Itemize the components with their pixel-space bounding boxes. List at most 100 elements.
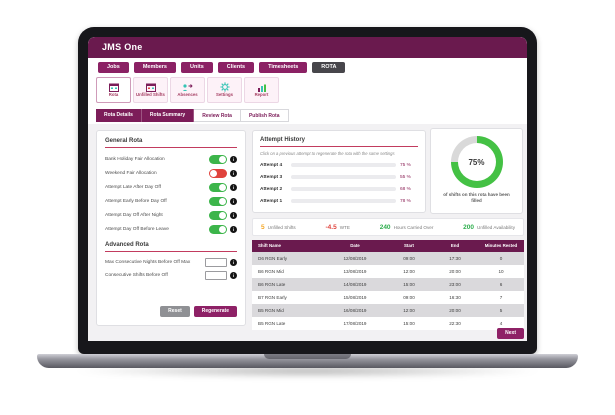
cell-date: 14/08/2019 xyxy=(343,282,367,287)
attempt-bar-track xyxy=(291,187,396,191)
stat-unfilled-availability: 200 Unfilled Availability xyxy=(463,224,515,231)
subnav-rota[interactable]: Rota xyxy=(96,77,131,103)
stat-label: Unfilled Shifts xyxy=(267,224,296,230)
info-icon[interactable]: i xyxy=(230,169,237,177)
nav-jobs[interactable]: Jobs xyxy=(98,62,129,73)
cell-date: 12/08/2019 xyxy=(343,256,367,261)
table-row[interactable]: B5 RGN Late 17/08/2019 15:00 22:30 4 xyxy=(252,317,524,330)
nav-members[interactable]: Members xyxy=(133,62,176,73)
cell-date: 17/08/2019 xyxy=(343,321,367,326)
toggle-row-late-after-day-off: Attempt Late After Day Off i xyxy=(105,180,237,194)
subnav-unfilled-shifts[interactable]: Unfilled Shifts xyxy=(133,77,168,103)
info-icon[interactable]: i xyxy=(230,197,237,205)
tab-rota-summary[interactable]: Rota Summary xyxy=(141,109,195,122)
stat-value: -4.5 xyxy=(325,223,337,231)
field-row-max-consecutive-nights: Max Consecutive Nights Before Off Max i xyxy=(105,256,237,269)
toggle-knob xyxy=(219,155,226,163)
table-row[interactable]: B6 RGN Late 14/08/2019 15:00 23:00 6 xyxy=(252,278,524,291)
weekend-toggle[interactable] xyxy=(209,168,227,178)
subnav-absences[interactable]: Absences xyxy=(170,77,205,103)
nav-clients[interactable]: Clients xyxy=(217,62,255,73)
info-icon[interactable]: i xyxy=(230,183,237,191)
attempt-bar-track xyxy=(291,175,396,179)
cell-minutes-rested: 10 xyxy=(498,269,504,274)
next-button[interactable]: Next xyxy=(497,328,524,339)
attempt-1-row[interactable]: Attempt 1 78 % xyxy=(260,195,418,207)
toggle-row-early-before-day-off: Attempt Early Before Day Off i xyxy=(105,194,237,208)
attempt-label: Attempt 3 xyxy=(260,174,283,180)
col-date: Date xyxy=(350,243,360,248)
unfilled-shifts-icon xyxy=(145,83,156,92)
cell-end: 22:30 xyxy=(449,321,461,326)
stat-value: 240 xyxy=(379,223,391,231)
info-icon[interactable]: i xyxy=(230,155,237,163)
info-icon[interactable]: i xyxy=(230,225,237,233)
cell-date: 15/08/2019 xyxy=(343,295,367,300)
cell-minutes-rested: 0 xyxy=(499,256,503,261)
col-start: Start xyxy=(403,243,414,248)
info-icon[interactable]: i xyxy=(230,272,237,279)
app-header: JMS One xyxy=(88,37,527,58)
subnav-report-label: Report xyxy=(254,91,269,97)
stat-hours-carried-over: 240 Hours Carried Over xyxy=(380,224,434,231)
attempt-bar-track xyxy=(291,199,396,203)
cell-shift-name: D6 RGN Early xyxy=(258,256,288,261)
subnav-rota-label: Rota xyxy=(108,91,119,97)
attempt-2-row[interactable]: Attempt 2 68 % xyxy=(260,183,418,195)
subnav-settings[interactable]: Settings xyxy=(207,77,242,103)
cell-end: 20:00 xyxy=(449,308,461,313)
cell-end: 17:30 xyxy=(449,256,461,261)
shifts-filled-card: 75% of shifts on this rota have been fil… xyxy=(430,128,523,214)
nav-units[interactable]: Units xyxy=(181,62,213,73)
attempt-history-subtitle: Click on a previous attempt to regenerat… xyxy=(260,151,395,156)
table-row[interactable]: B6 RGN Mid 13/08/2019 12:00 20:00 10 xyxy=(252,265,524,278)
max-consecutive-nights-input[interactable] xyxy=(205,258,227,267)
attempt-history-title: Attempt History xyxy=(260,137,418,147)
attempt-label: Attempt 2 xyxy=(260,186,283,192)
cell-start: 09:00 xyxy=(403,295,415,300)
cell-shift-name: B5 RGN Mid xyxy=(258,308,284,313)
regenerate-button[interactable]: Regenerate xyxy=(193,306,237,317)
day-off-before-leave-toggle[interactable] xyxy=(209,224,227,234)
early-before-day-off-toggle[interactable] xyxy=(209,196,227,206)
attempt-value: 55 % xyxy=(400,174,411,180)
attempt-history-card: Attempt History Click on a previous atte… xyxy=(252,130,426,213)
attempt-4-row[interactable]: Attempt 4 75 % xyxy=(260,159,418,171)
reset-button[interactable]: Reset xyxy=(160,306,190,317)
stat-unfilled-shifts: 5 Unfilled Shifts xyxy=(261,224,296,231)
attempt-bar-track xyxy=(291,163,396,167)
cell-end: 20:00 xyxy=(449,269,461,274)
app-title: JMS One xyxy=(102,42,143,52)
table-row[interactable]: B5 RGN Mid 16/08/2019 12:00 20:00 5 xyxy=(252,304,524,317)
info-icon[interactable]: i xyxy=(230,211,237,219)
field-row-consecutive-shifts: Consecutive Shifts Before Off i xyxy=(105,269,237,282)
table-row[interactable]: D6 RGN Early 12/08/2019 09:00 17:30 0 xyxy=(252,252,524,265)
attempt-value: 75 % xyxy=(400,162,411,168)
nav-timesheets[interactable]: Timesheets xyxy=(259,62,308,73)
subnav-report[interactable]: Report xyxy=(244,77,279,103)
tab-rota-details[interactable]: Rota Details xyxy=(96,109,142,122)
toggle-label: Attempt Late After Day Off xyxy=(105,184,161,190)
subnav-settings-label: Settings xyxy=(216,92,233,98)
late-after-day-off-toggle[interactable] xyxy=(209,182,227,192)
stat-label: Hours Carried Over xyxy=(393,224,434,230)
day-off-after-night-toggle[interactable] xyxy=(209,210,227,220)
nav-rota[interactable]: ROTA xyxy=(312,62,346,73)
col-shift-name: Shift Name xyxy=(258,243,281,248)
cell-end: 16:30 xyxy=(449,295,461,300)
cell-minutes-rested: 7 xyxy=(499,295,503,300)
bank-holiday-toggle[interactable] xyxy=(209,154,227,164)
stat-label: Unfilled Availability xyxy=(477,224,515,230)
tab-review-rota[interactable]: Review Rota xyxy=(194,109,241,122)
settings-gear-icon xyxy=(219,82,230,92)
table-row[interactable]: B7 RGN Early 15/08/2019 09:00 16:30 7 xyxy=(252,291,524,304)
advanced-rota-title: Advanced Rota xyxy=(105,242,237,252)
table-header: Shift Name Date Start End Minutes Rested xyxy=(252,240,524,252)
tab-publish-rota[interactable]: Publish Rota xyxy=(240,109,289,122)
attempt-3-row[interactable]: Attempt 3 55 % xyxy=(260,171,418,183)
app-window: JMS One Jobs Members Units Clients Times… xyxy=(88,37,527,341)
consecutive-shifts-input[interactable] xyxy=(205,271,227,280)
rota-calendar-icon xyxy=(108,83,119,92)
info-icon[interactable]: i xyxy=(230,259,237,266)
